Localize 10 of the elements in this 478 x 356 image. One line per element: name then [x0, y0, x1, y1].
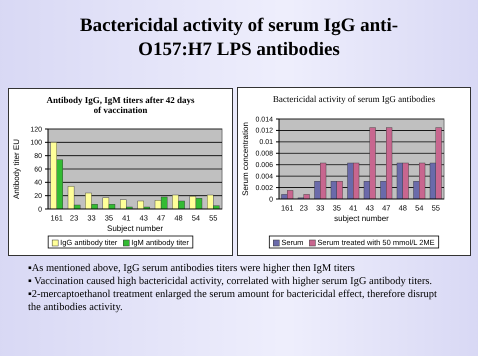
chart-title: Bactericidal activity of serum IgG antibodies — [272, 94, 436, 104]
x-axis-title: subject number — [334, 214, 390, 223]
text: ▪ Vaccination caused high bactericidal activity, correlated with higher serum IgG antibody titers. — [28, 275, 434, 288]
text: ▪As mentioned above, IgG serum antibodies titers were higher then IgM titers — [28, 262, 356, 275]
chart-title: Antibody IgG, IgM titers after 42 days of vaccination — [46, 95, 196, 115]
x-axis-title: Subject number — [106, 224, 164, 233]
text: Bactericidal activity of serum IgG anti-O157:H7 LPS antibodies — [78, 14, 400, 62]
y-axis-title: Serum concentration — [241, 122, 250, 196]
y-axis-title: Antibody titer EU — [12, 138, 21, 200]
text: ▪2-mercaptoethanol treatment enlarged the serum amount for bactericidal effect, therefore disrupt the antibodies activity. — [28, 288, 438, 314]
